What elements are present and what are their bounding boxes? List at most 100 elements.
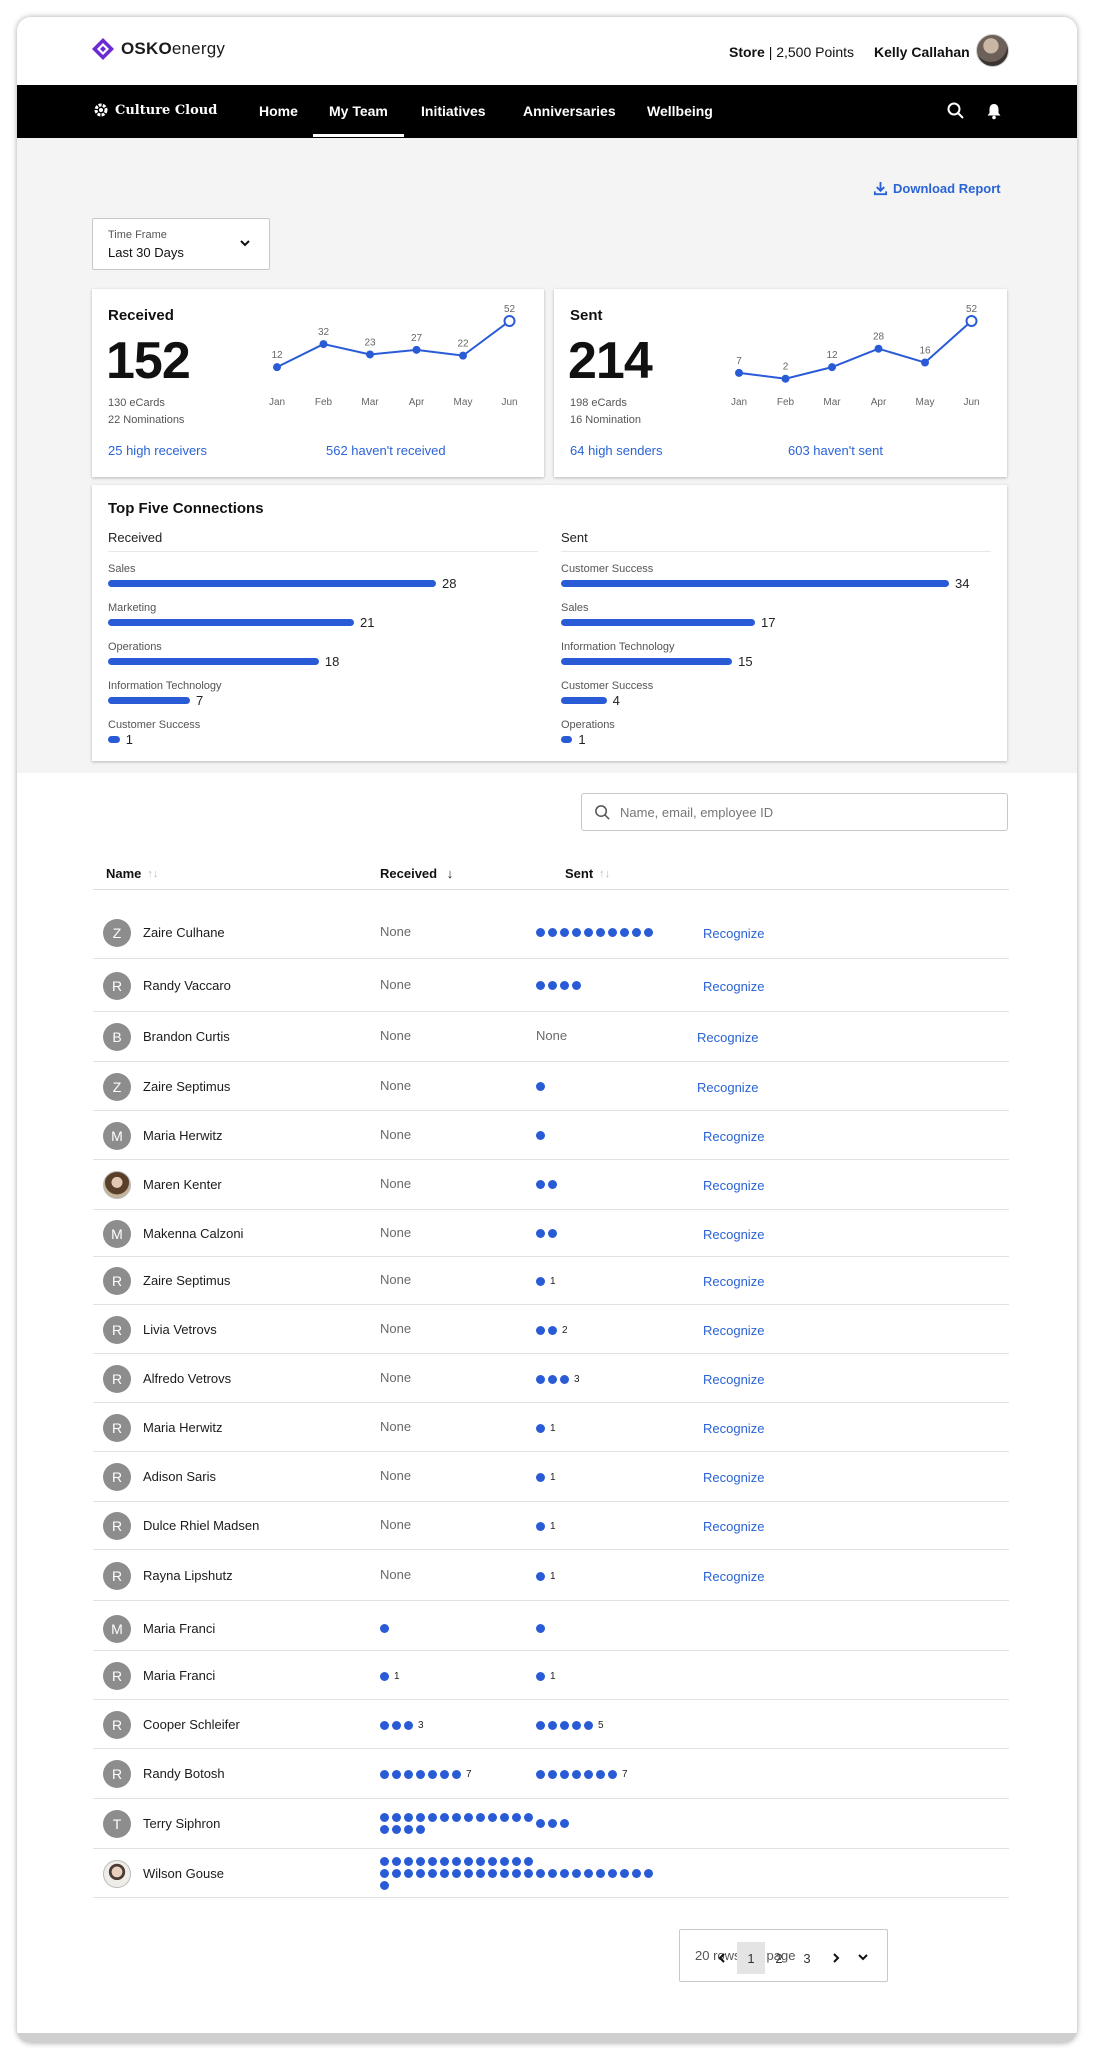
recognize-button[interactable]: Recognize xyxy=(703,1470,765,1485)
nav-anniversaries[interactable]: Anniversaries xyxy=(523,103,616,119)
column-header-name[interactable]: Name ↑↓ xyxy=(106,866,158,881)
dot-indicator: 1 xyxy=(536,1276,692,1287)
store-points[interactable]: Store | 2,500 Points xyxy=(729,44,854,60)
employee-name[interactable]: Randy Botosh xyxy=(143,1766,225,1781)
recognize-button[interactable]: Recognize xyxy=(703,926,765,941)
employee-name[interactable]: Terry Siphron xyxy=(143,1816,221,1831)
employee-name[interactable]: Maria Franci xyxy=(143,1667,216,1683)
recognize-button[interactable]: Recognize xyxy=(703,1420,765,1436)
count-dot xyxy=(536,1720,545,1730)
x-tick-label: Apr xyxy=(871,397,887,408)
culture-cloud-brand[interactable]: Culture Cloud xyxy=(93,102,217,118)
high-receivers-link[interactable]: 25 high receivers xyxy=(108,443,207,458)
recognize-button[interactable]: Recognize xyxy=(703,1226,765,1242)
chevron-left-icon xyxy=(718,1953,725,1963)
next-page-button[interactable] xyxy=(822,1942,850,1974)
recognize-button[interactable]: Recognize xyxy=(703,1178,765,1193)
page-2-button[interactable]: 2 xyxy=(775,1950,783,1966)
employee-name[interactable]: Zaire Culhane xyxy=(143,925,225,940)
connection-bar xyxy=(561,697,607,704)
recognize-button[interactable]: Recognize xyxy=(703,1128,765,1144)
employee-name[interactable]: Maria Herwitz xyxy=(143,1127,223,1143)
employee-name[interactable]: Randy Vaccaro xyxy=(143,977,231,993)
count-dot xyxy=(380,1868,389,1878)
recognize-button[interactable]: Recognize xyxy=(703,1322,765,1338)
count-dot xyxy=(560,1819,569,1828)
employee-name[interactable]: Maria Franci xyxy=(143,1621,216,1636)
data-point[interactable] xyxy=(459,351,467,360)
havent-received-link[interactable]: 562 haven't received xyxy=(326,443,446,458)
table-row: R Randy Botosh 7 7 xyxy=(93,1749,1009,1799)
recognize-button[interactable]: Recognize xyxy=(703,1568,765,1584)
data-point[interactable] xyxy=(874,344,883,353)
nav-initiatives[interactable]: Initiatives xyxy=(421,103,486,119)
connection-value: 7 xyxy=(196,693,204,708)
data-point[interactable] xyxy=(781,374,790,383)
employee-name[interactable]: Zaire Septimus xyxy=(143,1273,231,1288)
nav-home[interactable]: Home xyxy=(259,103,298,119)
employee-name[interactable]: Livia Vetrovs xyxy=(143,1321,217,1337)
dot-count: 5 xyxy=(598,1719,604,1731)
download-report-button[interactable]: Download Report xyxy=(873,181,1001,196)
data-point[interactable] xyxy=(965,315,978,327)
data-point[interactable] xyxy=(412,345,421,354)
time-frame-select[interactable]: Time Frame Last 30 Days xyxy=(92,218,270,270)
employee-name[interactable]: Rayna Lipshutz xyxy=(143,1567,233,1583)
count-dot xyxy=(476,1813,485,1822)
count-dot xyxy=(644,1868,653,1878)
data-point[interactable] xyxy=(319,340,328,349)
rows-per-page-select[interactable]: 20 rows per page xyxy=(679,1929,888,1982)
recognize-button[interactable]: Recognize xyxy=(703,1371,765,1387)
count-dot xyxy=(380,1671,389,1681)
avatar xyxy=(103,1859,131,1888)
recognize-button[interactable]: Recognize xyxy=(697,1030,759,1045)
data-point[interactable] xyxy=(273,363,281,372)
employee-name[interactable]: Brandon Curtis xyxy=(143,1029,230,1044)
search-input[interactable] xyxy=(620,802,990,822)
data-point[interactable] xyxy=(503,315,516,327)
user-name[interactable]: Kelly Callahan xyxy=(874,44,970,60)
employee-name[interactable]: Makenna Calzoni xyxy=(143,1225,244,1241)
column-header-sent[interactable]: Sent ↑↓ xyxy=(565,866,610,881)
count-dot xyxy=(572,1720,581,1730)
column-header-received[interactable]: Received ↓ xyxy=(380,866,453,881)
data-point[interactable] xyxy=(921,358,929,367)
data-point[interactable] xyxy=(735,368,743,377)
nav-my-team[interactable]: My Team xyxy=(313,103,404,137)
prev-page-button[interactable] xyxy=(708,1942,736,1974)
store-link[interactable]: Store xyxy=(729,44,765,60)
page-3-button[interactable]: 3 xyxy=(803,1950,811,1966)
high-senders-link[interactable]: 64 high senders xyxy=(570,443,663,458)
count-dot xyxy=(512,1813,521,1822)
recognize-button[interactable]: Recognize xyxy=(703,1274,765,1289)
count-dot xyxy=(428,1770,437,1779)
sort-icon[interactable]: ↑↓ xyxy=(147,867,159,880)
employee-name[interactable]: Maria Herwitz xyxy=(143,1419,223,1435)
company-logo[interactable]: OSKOenergy xyxy=(91,37,225,61)
havent-sent-link[interactable]: 603 haven't sent xyxy=(788,443,883,458)
data-point[interactable] xyxy=(366,350,374,359)
employee-name[interactable]: Dulce Rhiel Madsen xyxy=(143,1518,260,1533)
dot-indicator: 1 xyxy=(536,1521,692,1532)
nav-wellbeing[interactable]: Wellbeing xyxy=(647,103,713,119)
employee-name[interactable]: Adison Saris xyxy=(143,1469,216,1484)
search-icon[interactable] xyxy=(946,101,966,121)
data-label: 27 xyxy=(411,333,423,344)
count-dot xyxy=(392,1770,401,1779)
employee-name[interactable]: Wilson Gouse xyxy=(143,1865,224,1881)
recognize-button[interactable]: Recognize xyxy=(703,978,765,994)
employee-search[interactable] xyxy=(581,793,1008,831)
bell-icon[interactable] xyxy=(984,101,1004,121)
employee-name[interactable]: Zaire Septimus xyxy=(143,1078,231,1094)
data-point[interactable] xyxy=(828,363,836,372)
employee-name[interactable]: Maren Kenter xyxy=(143,1177,222,1192)
user-avatar[interactable] xyxy=(976,34,1009,67)
employee-name[interactable]: Alfredo Vetrovs xyxy=(143,1370,232,1386)
sort-icon[interactable]: ↑↓ xyxy=(599,867,611,880)
sort-desc-icon[interactable]: ↓ xyxy=(443,866,454,881)
page-1-button[interactable]: 1 xyxy=(737,1942,765,1974)
recognize-button[interactable]: Recognize xyxy=(697,1079,759,1095)
recognize-button[interactable]: Recognize xyxy=(703,1519,765,1534)
employee-name[interactable]: Cooper Schleifer xyxy=(143,1716,240,1732)
avatar: R xyxy=(103,1267,131,1295)
